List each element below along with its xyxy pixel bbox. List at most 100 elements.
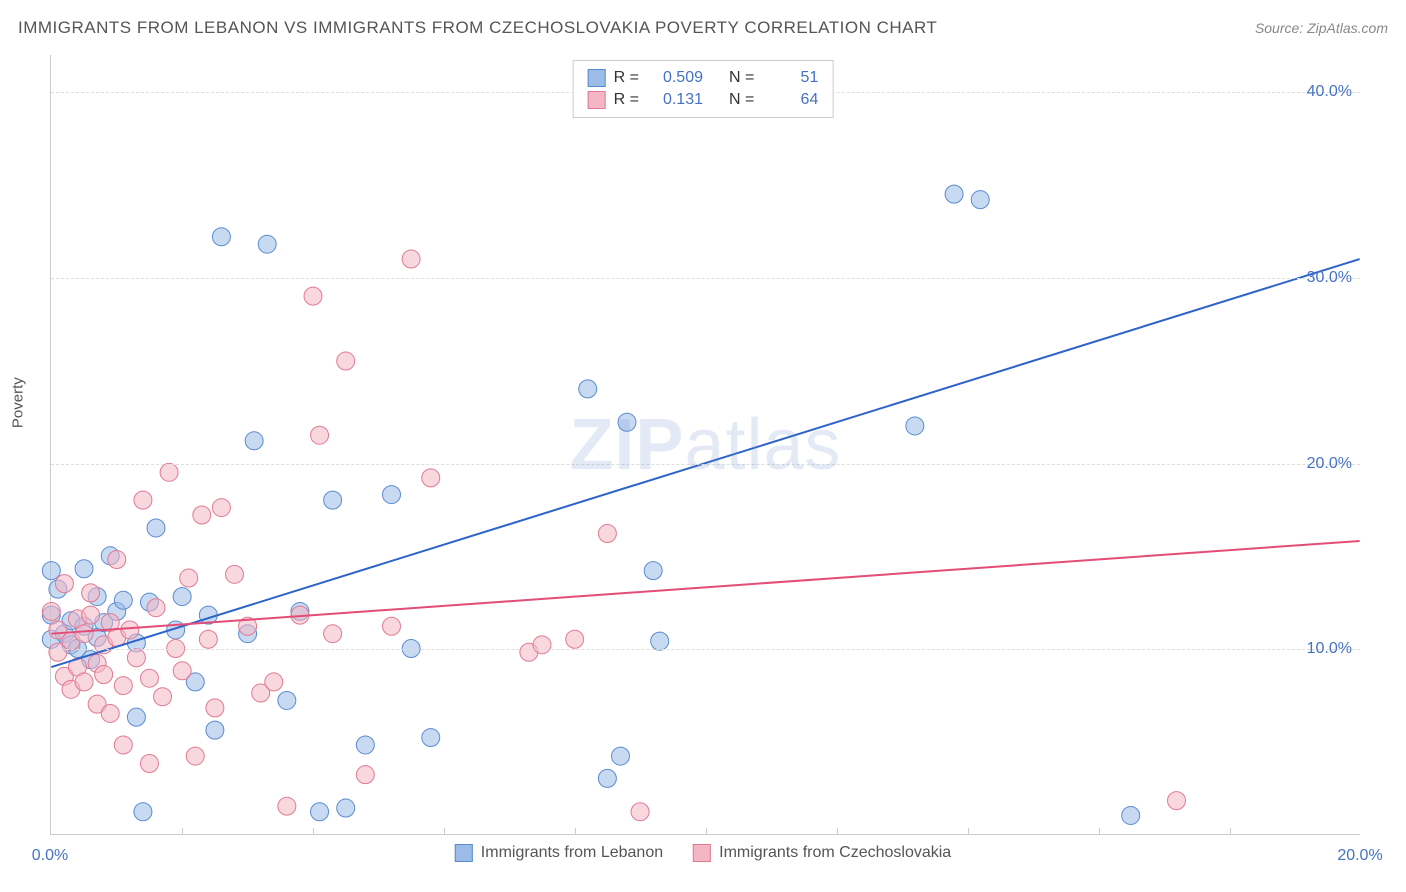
scatter-point bbox=[265, 673, 283, 691]
y-tick-label: 30.0% bbox=[1307, 269, 1352, 287]
scatter-point bbox=[82, 606, 100, 624]
scatter-point bbox=[422, 729, 440, 747]
x-minor-tick bbox=[1230, 828, 1231, 834]
scatter-point bbox=[245, 432, 263, 450]
scatter-point bbox=[598, 525, 616, 543]
x-minor-tick bbox=[968, 828, 969, 834]
y-tick-label: 10.0% bbox=[1307, 640, 1352, 658]
r-label: R = bbox=[614, 69, 639, 87]
legend-series-item: Immigrants from Lebanon bbox=[455, 844, 663, 862]
scatter-point bbox=[108, 551, 126, 569]
grid-line-h bbox=[51, 278, 1360, 279]
x-minor-tick bbox=[444, 828, 445, 834]
scatter-point bbox=[75, 673, 93, 691]
scatter-svg bbox=[51, 55, 1360, 834]
scatter-point bbox=[199, 630, 217, 648]
scatter-point bbox=[356, 766, 374, 784]
scatter-point bbox=[147, 599, 165, 617]
scatter-point bbox=[1168, 792, 1186, 810]
scatter-point bbox=[114, 591, 132, 609]
x-minor-tick bbox=[1099, 828, 1100, 834]
scatter-point bbox=[226, 565, 244, 583]
grid-line-h bbox=[51, 649, 1360, 650]
scatter-point bbox=[258, 235, 276, 253]
scatter-point bbox=[140, 669, 158, 687]
scatter-point bbox=[42, 602, 60, 620]
scatter-point bbox=[206, 699, 224, 717]
scatter-point bbox=[324, 491, 342, 509]
scatter-point bbox=[533, 636, 551, 654]
legend-stats: R =0.509N =51R =0.131N =64 bbox=[573, 60, 834, 118]
scatter-point bbox=[631, 803, 649, 821]
x-tick-label: 20.0% bbox=[1337, 847, 1382, 865]
scatter-point bbox=[337, 799, 355, 817]
scatter-point bbox=[193, 506, 211, 524]
x-minor-tick bbox=[575, 828, 576, 834]
scatter-point bbox=[173, 588, 191, 606]
r-value: 0.509 bbox=[647, 69, 703, 87]
scatter-point bbox=[82, 584, 100, 602]
scatter-point bbox=[945, 185, 963, 203]
legend-stat-row: R =0.131N =64 bbox=[588, 89, 819, 111]
x-minor-tick bbox=[313, 828, 314, 834]
scatter-point bbox=[324, 625, 342, 643]
scatter-point bbox=[644, 562, 662, 580]
y-tick-label: 20.0% bbox=[1307, 455, 1352, 473]
scatter-point bbox=[651, 632, 669, 650]
x-minor-tick bbox=[706, 828, 707, 834]
legend-series-item: Immigrants from Czechoslovakia bbox=[693, 844, 951, 862]
scatter-point bbox=[971, 191, 989, 209]
scatter-point bbox=[311, 426, 329, 444]
scatter-point bbox=[114, 677, 132, 695]
chart-source: Source: ZipAtlas.com bbox=[1255, 20, 1388, 36]
scatter-point bbox=[422, 469, 440, 487]
scatter-point bbox=[278, 691, 296, 709]
scatter-point bbox=[206, 721, 224, 739]
scatter-point bbox=[95, 666, 113, 684]
n-value: 64 bbox=[762, 91, 818, 109]
scatter-point bbox=[906, 417, 924, 435]
scatter-point bbox=[611, 747, 629, 765]
legend-series-label: Immigrants from Lebanon bbox=[481, 844, 663, 862]
legend-series-label: Immigrants from Czechoslovakia bbox=[719, 844, 951, 862]
x-minor-tick bbox=[837, 828, 838, 834]
y-axis-title: Poverty bbox=[10, 377, 27, 428]
scatter-point bbox=[114, 736, 132, 754]
scatter-point bbox=[304, 287, 322, 305]
scatter-point bbox=[75, 560, 93, 578]
y-tick-label: 40.0% bbox=[1307, 83, 1352, 101]
scatter-point bbox=[127, 708, 145, 726]
scatter-point bbox=[356, 736, 374, 754]
scatter-point bbox=[579, 380, 597, 398]
scatter-point bbox=[140, 755, 158, 773]
chart-plot-area: ZIPatlas 10.0%20.0%30.0%40.0% bbox=[50, 55, 1360, 835]
legend-series: Immigrants from Lebanon Immigrants from C… bbox=[455, 844, 951, 862]
scatter-point bbox=[186, 747, 204, 765]
scatter-point bbox=[311, 803, 329, 821]
x-tick-label: 0.0% bbox=[32, 847, 68, 865]
legend-swatch bbox=[588, 91, 606, 109]
scatter-point bbox=[598, 769, 616, 787]
scatter-point bbox=[147, 519, 165, 537]
scatter-point bbox=[383, 617, 401, 635]
scatter-point bbox=[154, 688, 172, 706]
n-label: N = bbox=[729, 69, 754, 87]
x-minor-tick bbox=[182, 828, 183, 834]
scatter-point bbox=[383, 486, 401, 504]
scatter-point bbox=[121, 621, 139, 639]
n-value: 51 bbox=[762, 69, 818, 87]
r-value: 0.131 bbox=[647, 91, 703, 109]
scatter-point bbox=[134, 491, 152, 509]
scatter-point bbox=[173, 662, 191, 680]
scatter-point bbox=[75, 625, 93, 643]
scatter-point bbox=[212, 228, 230, 246]
scatter-point bbox=[55, 575, 73, 593]
grid-line-h bbox=[51, 464, 1360, 465]
scatter-point bbox=[127, 649, 145, 667]
legend-swatch bbox=[588, 69, 606, 87]
scatter-point bbox=[337, 352, 355, 370]
chart-title: IMMIGRANTS FROM LEBANON VS IMMIGRANTS FR… bbox=[18, 18, 937, 38]
scatter-point bbox=[42, 562, 60, 580]
scatter-point bbox=[1122, 806, 1140, 824]
r-label: R = bbox=[614, 91, 639, 109]
